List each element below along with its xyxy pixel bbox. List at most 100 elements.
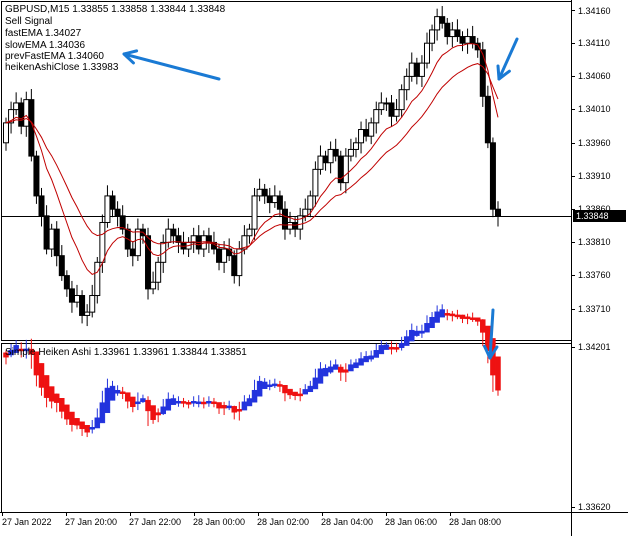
candle-body — [393, 109, 400, 117]
heiken-ashi-bar — [69, 411, 75, 425]
heiken-ashi-bar — [74, 418, 80, 426]
heiken-ashi-bar — [287, 388, 293, 396]
candle-body — [109, 195, 116, 210]
heiken-ashi-bar — [297, 393, 303, 397]
time-tick: 28 Jan 02:00 — [257, 517, 310, 527]
heiken-ashi-bar — [338, 366, 344, 373]
heiken-ashi-bar — [378, 345, 385, 355]
fast-ema-line — [5, 43, 499, 275]
price-tick: 1.33860 — [578, 204, 611, 214]
heiken-ashi-bar — [135, 401, 141, 405]
candle-body — [398, 89, 405, 111]
candle-body — [469, 36, 476, 44]
candle-body — [165, 228, 172, 243]
candle-body — [241, 235, 248, 250]
price-tick: 1.33810 — [578, 237, 611, 247]
candle-body — [28, 99, 35, 157]
candle-body — [134, 228, 141, 257]
heiken-ashi-bar — [429, 317, 435, 328]
price-tick: 1.34110 — [578, 38, 610, 48]
candle-body — [403, 75, 410, 91]
heiken-ashi-bar — [241, 401, 248, 411]
heiken-ashi-bar — [48, 386, 55, 402]
annotation-arrow-legend-head — [122, 49, 139, 65]
legend-sell-signal: Sell Signal — [5, 16, 53, 27]
heiken-ashi-bar — [459, 314, 466, 319]
legend-prev-fast-ema: prevFastEMA 1.34060 — [5, 51, 104, 62]
heiken-ashi-bar — [343, 369, 349, 373]
heiken-ashi-bar — [140, 398, 146, 403]
candle-body — [292, 221, 299, 230]
indicator-price-tick: 1.33620 — [578, 502, 611, 512]
heiken-ashi-bar — [444, 313, 451, 316]
candle-body — [418, 62, 425, 77]
heiken-ashi-bar — [170, 398, 177, 405]
heiken-ashi-bar — [292, 391, 298, 396]
heiken-ashi-bar — [348, 364, 354, 372]
heiken-ashi-bar — [114, 389, 121, 394]
heiken-ashi-bar — [104, 387, 111, 414]
candle-body — [454, 29, 461, 38]
candle-body — [119, 215, 126, 230]
heiken-ashi-bar — [302, 389, 309, 395]
symbol-header: GBPUSD,M15 1.33855 1.33858 1.33844 1.338… — [5, 4, 226, 15]
candle-body — [266, 195, 273, 204]
heiken-ashi-bar — [206, 401, 212, 404]
candle-body — [429, 29, 436, 44]
candle-body — [408, 62, 415, 77]
candle-body — [99, 221, 106, 263]
candle-body — [434, 16, 441, 31]
candle-body — [145, 235, 152, 290]
heiken-ashi-bar — [38, 363, 45, 388]
heiken-ashi-bar — [363, 356, 369, 363]
time-tick: 28 Jan 00:00 — [193, 517, 246, 527]
heiken-ashi-bar — [130, 396, 136, 408]
heiken-ashi-bar — [272, 383, 278, 387]
time-tick: 28 Jan 08:00 — [449, 517, 502, 527]
candle-body — [68, 288, 75, 303]
heiken-ashi-bar — [180, 401, 187, 404]
candle-body — [297, 215, 304, 230]
heiken-ashi-bar — [145, 399, 151, 412]
heiken-ashi-bar — [398, 343, 405, 348]
annotation-arrow-indicator — [488, 308, 495, 360]
annotation-arrow-indicator-head — [482, 344, 499, 360]
heiken-ashi-bar — [368, 355, 374, 360]
candle-body — [246, 228, 253, 237]
heiken-ashi-bar — [165, 398, 172, 411]
heiken-ashi-bar — [190, 401, 197, 404]
candle-body — [312, 168, 319, 197]
annotation-arrow-main-head — [496, 64, 511, 81]
heiken-ashi-bar — [383, 344, 390, 350]
candle-body — [347, 148, 354, 157]
candle-body — [484, 95, 491, 144]
heiken-ashi-bar — [256, 380, 263, 397]
candle-body — [114, 208, 121, 217]
heiken-ashi-bar — [201, 401, 207, 405]
heiken-ashi-bar — [216, 402, 222, 409]
candle-body — [155, 261, 162, 283]
heiken-ashi-bar — [424, 323, 430, 333]
legend-fast-ema: fastEMA 1.34027 — [5, 28, 82, 39]
heiken-ashi-bar — [59, 398, 65, 412]
candle-body — [79, 295, 86, 316]
candle-body — [327, 148, 334, 164]
candle-body — [63, 275, 70, 290]
heiken-ashi-bar — [53, 393, 60, 403]
heiken-ashi-bar — [84, 425, 90, 433]
candle-body — [444, 22, 451, 38]
heiken-ashi-bar — [251, 389, 258, 403]
price-tick: 1.34160 — [578, 6, 611, 16]
candle-body — [439, 16, 446, 24]
time-tick: 27 Jan 20:00 — [65, 517, 118, 527]
legend-slow-ema: slowEMA 1.34036 — [5, 40, 86, 51]
candle-body — [38, 195, 45, 217]
heiken-ashi-bar — [226, 405, 232, 409]
candle-body — [378, 102, 385, 111]
candle-body — [281, 208, 288, 230]
candle-body — [8, 109, 15, 124]
candle-body — [271, 195, 278, 204]
heiken-ashi-bar — [94, 417, 101, 429]
